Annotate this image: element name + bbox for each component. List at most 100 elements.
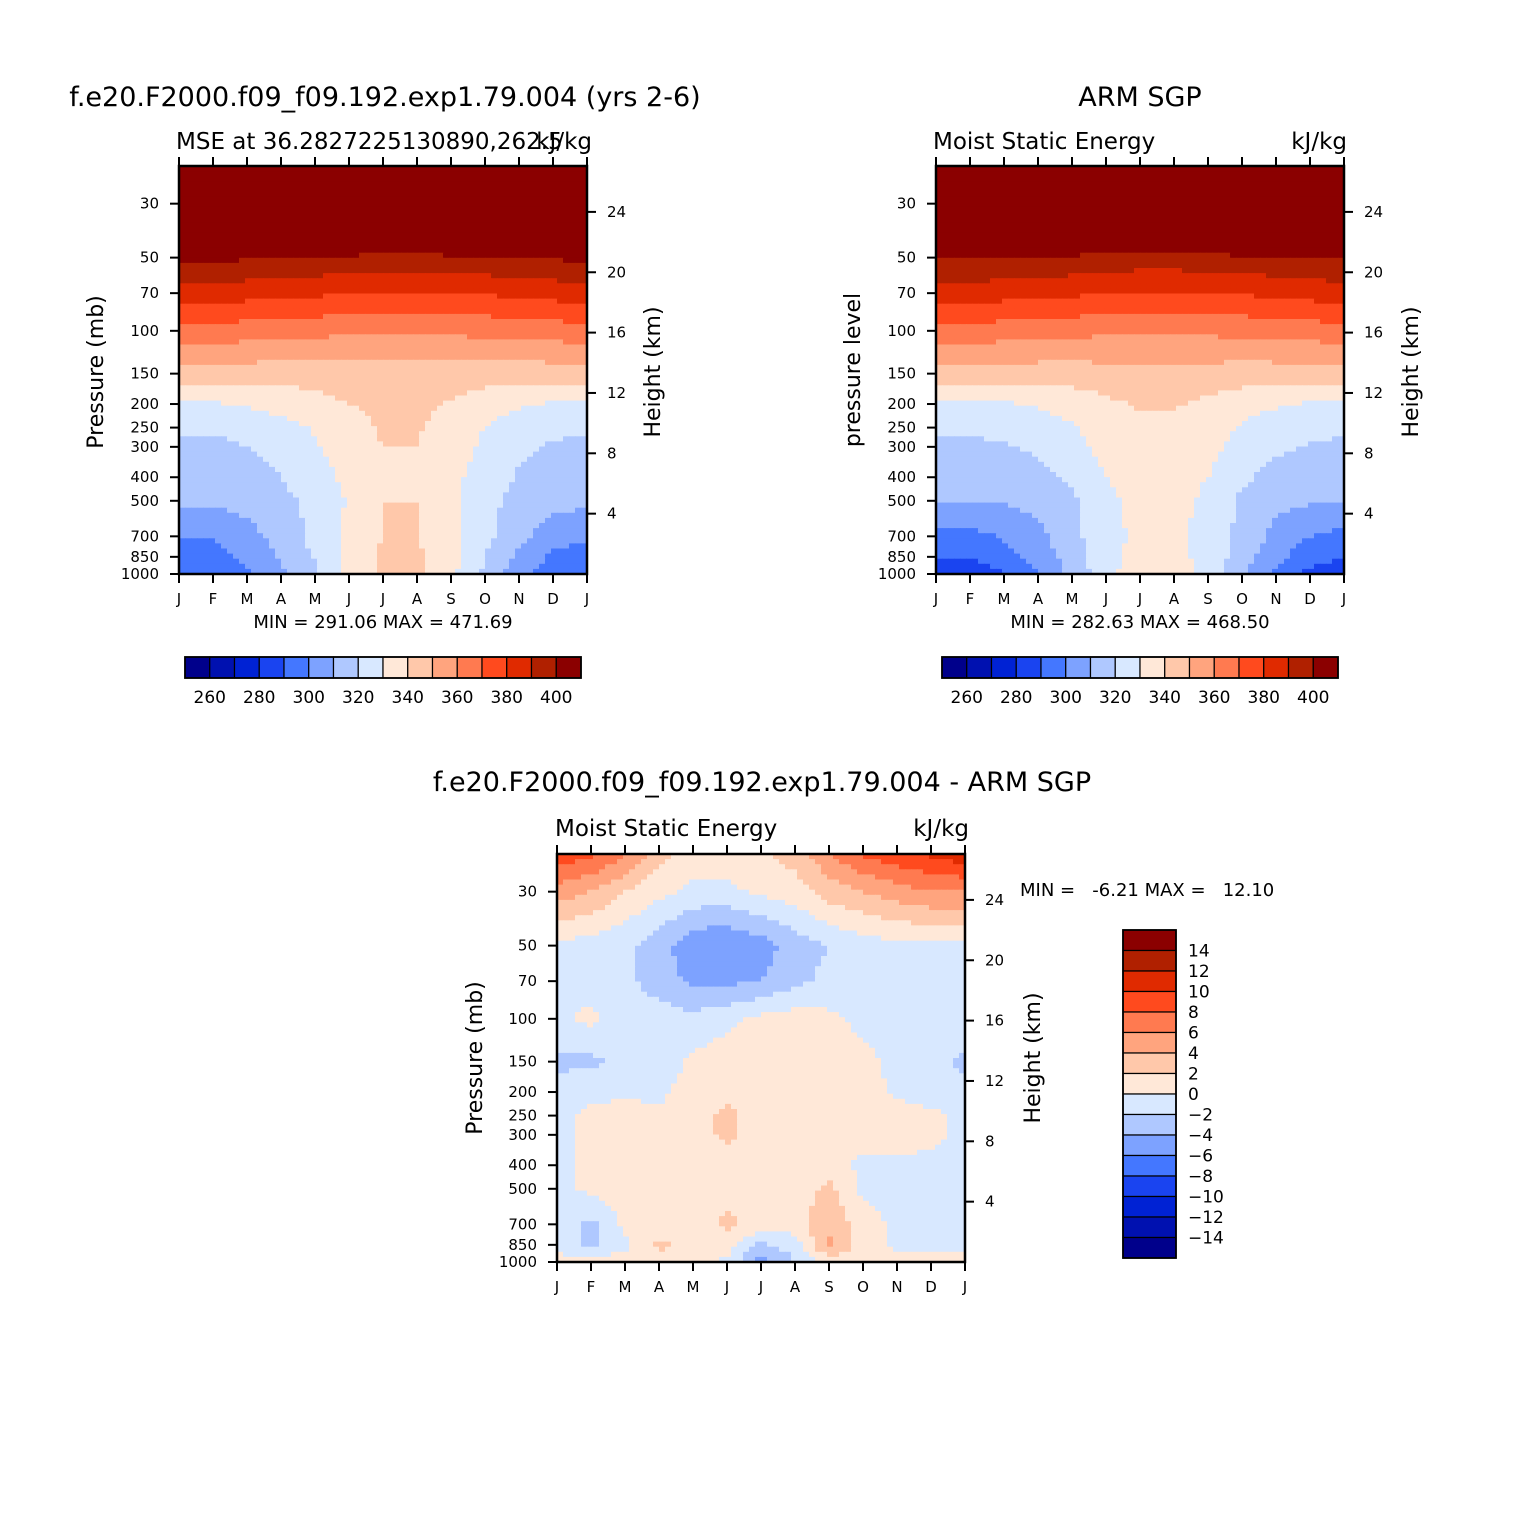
contour-cell [329, 456, 336, 463]
contour-cell [341, 533, 348, 539]
contour-cell [419, 252, 426, 259]
contour-cell [515, 421, 522, 427]
contour-cell [527, 211, 534, 218]
contour-cell [251, 334, 258, 340]
contour-cell [575, 482, 582, 488]
contour-cell [335, 410, 342, 417]
contour-cell [539, 482, 546, 488]
contour-cell [203, 176, 210, 182]
contour-cell [515, 227, 522, 233]
contour-cell [293, 415, 300, 422]
contour-cell [521, 421, 528, 427]
contour-cell [401, 405, 408, 412]
contour-cell [425, 262, 432, 269]
contour-cell [563, 247, 570, 254]
contour-cell [383, 293, 390, 300]
contour-cell [497, 262, 504, 269]
contour-cell [305, 319, 312, 325]
contour-cell [461, 237, 468, 244]
contour-cell [245, 492, 252, 499]
contour-cell [197, 344, 204, 351]
contour-cell [383, 426, 390, 432]
contour-cell [293, 344, 300, 351]
contour-cell [197, 466, 204, 473]
contour-cell [227, 400, 234, 407]
contour-cell [461, 201, 468, 208]
contour-cell [203, 237, 210, 244]
contour-cell [437, 227, 444, 233]
contour-cell [533, 441, 540, 448]
contour-cell [215, 502, 222, 509]
contour-cell [497, 329, 504, 335]
contour-cell [563, 385, 570, 391]
contour-cell [347, 329, 354, 335]
contour-cell [539, 466, 546, 473]
contour-cell [179, 370, 186, 376]
contour-cell [527, 426, 534, 432]
contour-cell [257, 415, 264, 422]
contour-cell [563, 533, 570, 539]
contour-cell [323, 446, 330, 453]
contour-cell [455, 171, 462, 177]
contour-cell [203, 354, 210, 361]
contour-cell [191, 517, 198, 524]
contour-cell [515, 405, 522, 412]
contour-cell [359, 477, 366, 483]
contour-cell [425, 523, 432, 529]
contour-cell [581, 293, 588, 300]
contour-cell [233, 380, 240, 386]
contour-cell [491, 359, 498, 366]
contour-cell [341, 390, 348, 397]
contour-cell [293, 252, 300, 259]
contour-cell [305, 242, 312, 249]
contour-cell [377, 242, 384, 249]
contour-cell [515, 242, 522, 249]
contour-cell [311, 268, 318, 274]
contour-cell [215, 262, 222, 269]
contour-cell [233, 211, 240, 218]
contour-cell [329, 293, 336, 300]
contour-cell [371, 446, 378, 453]
contour-cell [269, 482, 276, 488]
contour-cell [191, 461, 198, 468]
contour-cell [473, 211, 480, 218]
contour-cell [503, 273, 510, 279]
contour-cell [323, 293, 330, 300]
contour-cell [197, 232, 204, 238]
contour-cell [239, 390, 246, 397]
contour-cell [251, 415, 258, 422]
contour-cell [461, 456, 468, 463]
contour-cell [233, 482, 240, 488]
contour-cell [569, 278, 576, 284]
contour-cell [257, 334, 264, 340]
contour-cell [371, 395, 378, 402]
contour-cell [299, 390, 306, 397]
contour-cell [335, 523, 342, 529]
contour-cell [275, 206, 282, 213]
contour-cell [197, 354, 204, 361]
contour-cell [275, 166, 282, 172]
contour-cell [443, 196, 450, 203]
contour-cell [311, 477, 318, 483]
contour-cell [233, 349, 240, 356]
contour-cell [233, 298, 240, 305]
contour-cell [269, 528, 276, 534]
contour-cell [281, 217, 288, 223]
contour-cell [329, 181, 336, 187]
contour-cell [347, 523, 354, 529]
contour-cell [491, 283, 498, 289]
contour-cell [509, 273, 516, 279]
contour-cell [473, 375, 480, 381]
contour-cell [281, 324, 288, 330]
contour-cell [575, 477, 582, 483]
contour-cell [281, 405, 288, 412]
contour-cell [437, 181, 444, 187]
contour-cell [245, 181, 252, 187]
contour-cell [185, 288, 192, 295]
contour-cell [209, 181, 216, 187]
contour-cell [353, 298, 360, 305]
contour-cell [347, 278, 354, 284]
contour-cell [419, 472, 426, 478]
contour-cell [377, 313, 384, 320]
contour-cell [257, 400, 264, 407]
